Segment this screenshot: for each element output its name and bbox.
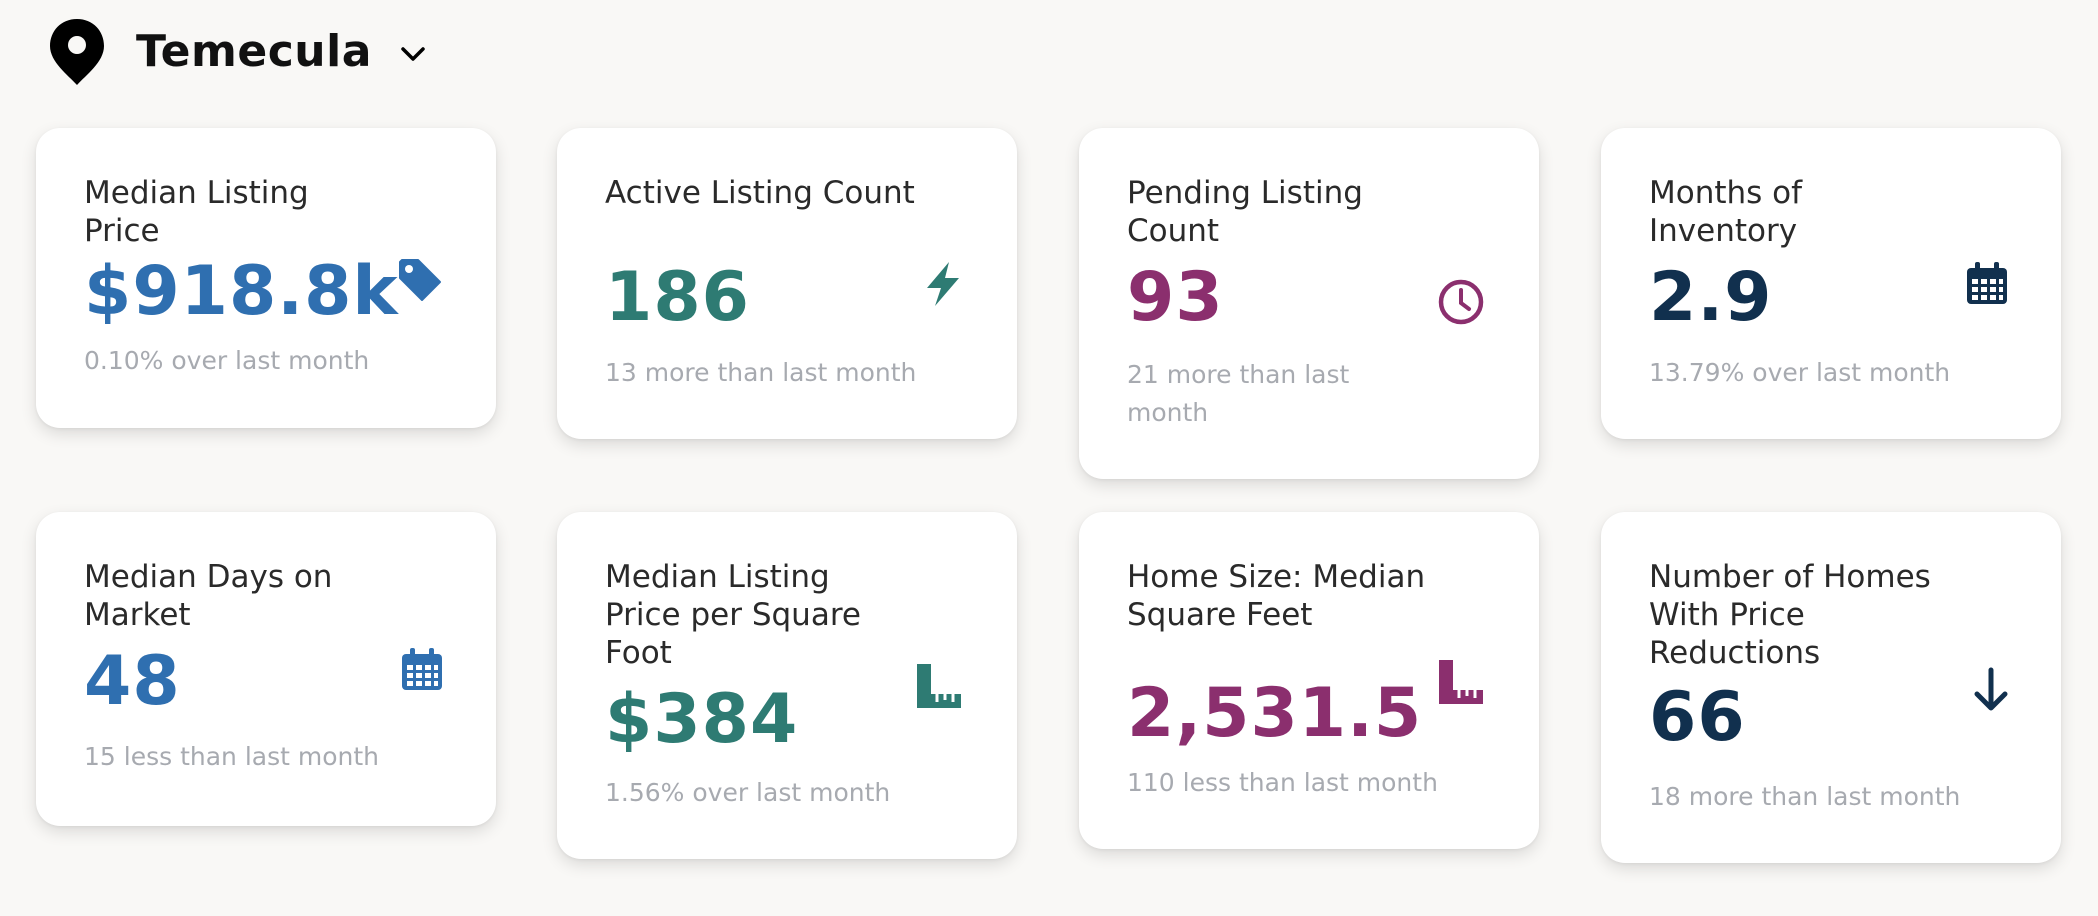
card-change: 18 more than last month xyxy=(1649,782,1961,811)
card-value: 93 xyxy=(1127,258,1224,337)
card-value: $384 xyxy=(605,680,799,759)
clock-icon xyxy=(1438,279,1484,325)
metric-card-months-of-inventory: Months of Inventory 2.9 13.79% over last… xyxy=(1601,128,2061,439)
calendar-icon xyxy=(1967,262,2007,304)
location-selector[interactable]: Temecula xyxy=(48,10,428,94)
card-value: 2,531.5 xyxy=(1127,674,1423,753)
metric-card-median-days-on-market: Median Days on Market 48 15 less than la… xyxy=(36,512,496,826)
ruler-icon xyxy=(917,664,961,708)
arrow-down-icon xyxy=(1974,667,2008,711)
card-title: Home Size: Median Square Feet xyxy=(1127,559,1426,633)
card-value: 48 xyxy=(84,642,181,721)
card-change: 0.10% over last month xyxy=(84,346,370,375)
metric-card-median-square-feet: Home Size: Median Square Feet 2,531.5 11… xyxy=(1079,512,1539,849)
metric-card-active-listing-count: Active Listing Count 186 13 more than la… xyxy=(557,128,1017,439)
card-change: 110 less than last month xyxy=(1127,768,1438,797)
metric-card-median-listing-price: Median Listing Price $918.8k 0.10% over … xyxy=(36,128,496,428)
card-value: 66 xyxy=(1649,678,1746,757)
calendar-icon xyxy=(402,648,442,690)
map-pin-icon xyxy=(50,19,104,85)
card-title: Months of Inventory xyxy=(1649,175,1803,249)
card-value: 186 xyxy=(605,258,750,337)
tag-icon xyxy=(399,259,441,301)
ruler-icon xyxy=(1439,660,1483,704)
lightning-bolt-icon xyxy=(927,262,959,306)
metric-card-median-price-per-square-foot: Median Listing Price per Square Foot $38… xyxy=(557,512,1017,859)
chevron-down-icon[interactable] xyxy=(398,39,428,69)
card-title: Pending Listing Count xyxy=(1127,175,1363,249)
card-title: Median Days on Market xyxy=(84,559,333,633)
card-change: 21 more than last month xyxy=(1127,360,1350,427)
card-value: 2.9 xyxy=(1649,258,1773,337)
city-name: Temecula xyxy=(136,26,372,77)
card-change: 13 more than last month xyxy=(605,358,917,387)
card-title: Median Listing Price per Square Foot xyxy=(605,559,861,671)
card-change: 13.79% over last month xyxy=(1649,358,1951,387)
card-title: Number of Homes With Price Reductions xyxy=(1649,559,1931,671)
card-value: $918.8k xyxy=(84,252,399,331)
card-title: Active Listing Count xyxy=(605,175,915,211)
card-change: 1.56% over last month xyxy=(605,778,891,807)
card-title: Median Listing Price xyxy=(84,175,309,249)
metric-card-pending-listing-count: Pending Listing Count 93 21 more than la… xyxy=(1079,128,1539,479)
metric-card-price-reductions: Number of Homes With Price Reductions 66… xyxy=(1601,512,2061,863)
card-change: 15 less than last month xyxy=(84,742,380,771)
